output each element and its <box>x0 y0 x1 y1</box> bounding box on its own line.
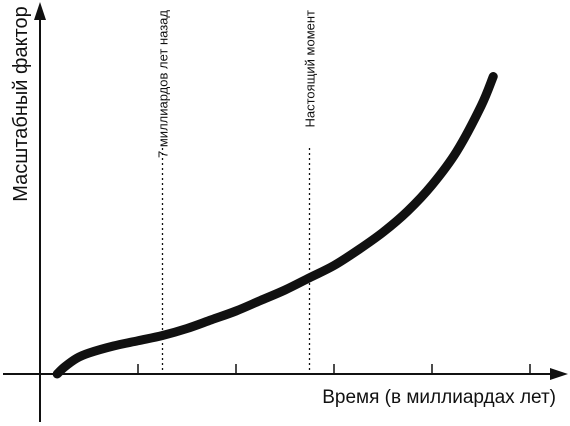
series <box>52 72 498 379</box>
x-axis-label: Время (в миллиардах лет) <box>322 387 556 408</box>
scale-factor-curve <box>52 72 498 379</box>
y-axis-arrow <box>34 2 46 20</box>
annotation-label: Настоящий момент <box>303 10 318 128</box>
annotations: 7 миллиардов лет назад Настоящий момент <box>156 10 318 373</box>
axes <box>3 2 568 422</box>
x-axis-arrow <box>550 368 568 380</box>
annotation-label: 7 миллиардов лет назад <box>156 10 171 158</box>
y-axis-label: Масштабный фактор <box>10 6 32 201</box>
axis-labels: Масштабный фактор Время (в миллиардах ле… <box>10 6 556 408</box>
